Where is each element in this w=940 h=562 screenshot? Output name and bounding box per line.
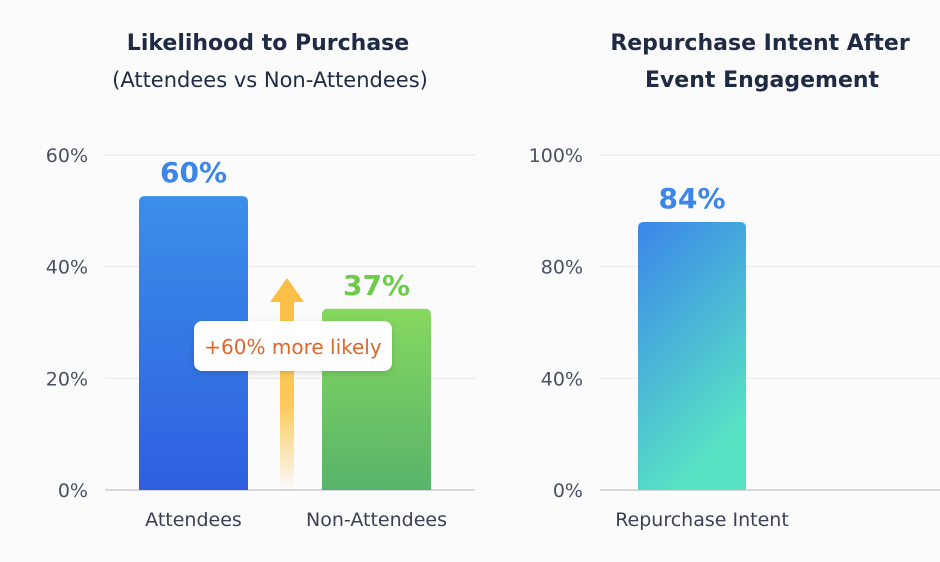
y-tick-label: 100% [529, 145, 583, 167]
x-category-label: Non-Attendees [306, 509, 447, 531]
bar-repurchase-intent [638, 222, 746, 490]
annotation-box [194, 321, 392, 371]
y-tick-label: 40% [541, 368, 583, 390]
chart-2: 0% 40% 80% 100% 84% Repurchase Intent [529, 145, 940, 531]
y-tick-label: 60% [46, 145, 88, 167]
chart-1-subtitle: (Attendees vs Non-Attendees) [112, 68, 428, 92]
data-label: 37% [343, 269, 410, 302]
annotation-text: +60% more likely [204, 335, 382, 359]
x-category-label: Attendees [145, 509, 242, 531]
annotation: +60% more likely [194, 278, 392, 490]
data-label: 84% [658, 182, 725, 215]
chart-1-title: Likelihood to Purchase [127, 31, 409, 56]
bar-attendees [139, 196, 248, 490]
y-tick-label: 0% [58, 480, 88, 502]
y-tick-label: 80% [541, 257, 583, 279]
data-label: 60% [160, 156, 227, 189]
y-tick-label: 40% [46, 257, 88, 279]
y-tick-label: 20% [46, 368, 88, 390]
x-category-label: Repurchase Intent [615, 509, 789, 531]
chart-2-title: Repurchase Intent After [610, 31, 910, 56]
chart-2-subtitle: Event Engagement [645, 68, 880, 93]
arrow-up-icon [270, 278, 304, 302]
y-tick-label: 0% [553, 480, 583, 502]
